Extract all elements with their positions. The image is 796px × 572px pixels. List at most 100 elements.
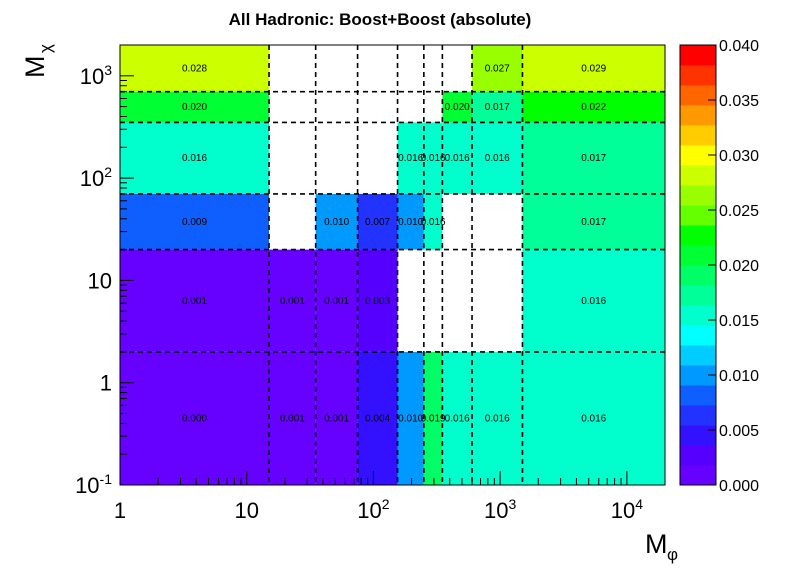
cell-value-label: 0.000: [182, 413, 207, 424]
x-tick-label: 1: [114, 498, 126, 523]
heatmap-cell: [522, 45, 665, 92]
colorbar-tick-label: 0.035: [719, 93, 759, 110]
heatmap-cell: [315, 249, 358, 352]
colorbar-swatch: [680, 65, 716, 86]
heatmap-cell: [120, 91, 270, 123]
heatmap-cell: [269, 249, 316, 352]
cell-value-label: 0.016: [445, 413, 470, 424]
colorbar-tick-label: 0.015: [719, 313, 759, 330]
colorbar-swatch: [680, 45, 716, 66]
cell-value-label: 0.007: [365, 217, 390, 228]
y-tick-label-base: 10: [80, 166, 104, 191]
x-tick-label-base: 10: [357, 498, 381, 523]
chart-title: All Hadronic: Boost+Boost (absolute): [229, 10, 532, 29]
heatmap-cell: [522, 249, 665, 352]
heatmap-cell: [472, 91, 523, 123]
x-axis-title-main: M: [645, 529, 668, 559]
y-axis-title-sub: χ: [36, 44, 55, 53]
x-tick-label-exponent: 2: [382, 496, 390, 512]
colorbar-tick-label: 0.010: [719, 368, 759, 385]
cell-value-label: 0.010: [398, 413, 423, 424]
colorbar-swatch: [680, 145, 716, 166]
x-tick-label-base: 10: [484, 498, 508, 523]
cell-value-label: 0.016: [485, 413, 510, 424]
cell-value-label: 0.027: [485, 63, 510, 74]
x-tick-label-base: 10: [611, 498, 635, 523]
cell-value-label: 0.016: [485, 153, 510, 164]
bin-grid: [120, 45, 665, 485]
y-tick-label: 102: [80, 164, 112, 191]
heatmap-cell: [442, 91, 473, 123]
colorbar-swatch: [680, 385, 716, 406]
cell-value-label: 0.001: [280, 413, 305, 424]
colorbar-swatch: [680, 205, 716, 226]
cell-value-label: 0.016: [445, 153, 470, 164]
colorbar-swatch: [680, 105, 716, 126]
heatmap-cell: [397, 122, 424, 194]
heatmap-cell: [357, 193, 398, 250]
y-tick-label-base: 10: [75, 473, 99, 498]
y-tick-label-exponent: 3: [104, 62, 112, 78]
x-axis-title: M φ: [645, 529, 678, 564]
cell-value-label: 0.017: [485, 102, 510, 113]
heatmap-cell: [522, 351, 665, 485]
heatmap-cell: [472, 122, 523, 194]
colorbar-tick-label: 0.040: [719, 38, 759, 55]
heatmap-cell: [120, 193, 270, 250]
x-tick-label-exponent: 3: [508, 496, 516, 512]
cell-value-label: 0.020: [445, 102, 470, 113]
y-tick-label: 1: [100, 371, 112, 396]
colorbar-swatch: [680, 465, 716, 486]
x-tick-label: 103: [484, 496, 516, 523]
colorbar-swatch: [680, 165, 716, 186]
heatmap-cell: [397, 351, 424, 485]
colorbar-tick-label: 0.030: [719, 148, 759, 165]
x-axis: 1 10 102 103 104: [114, 496, 643, 523]
cell-value-label: 0.017: [581, 153, 606, 164]
cell-value-label: 0.004: [365, 413, 390, 424]
cell-value-label: 0.016: [581, 296, 606, 307]
cell-value-label: 0.001: [182, 296, 207, 307]
y-axis-title: M χ: [20, 44, 55, 78]
cell-value-labels: 0.028 0.027 0.029 0.020 0.020 0.017 0.022 0.016…: [182, 63, 607, 424]
cell-value-label: 0.017: [581, 217, 606, 228]
heatmap-cell: [120, 45, 270, 92]
colorbar-swatch: [680, 425, 716, 446]
cell-value-label: 0.009: [182, 217, 207, 228]
heatmap-cell: [269, 351, 316, 485]
colorbar-swatch: [680, 405, 716, 426]
heatmap-cell: [357, 249, 398, 352]
colorbar-swatch: [680, 325, 716, 346]
heatmap-cell: [423, 122, 443, 194]
y-tick-label-base: 1: [100, 371, 112, 396]
colorbar-swatch: [680, 225, 716, 246]
colorbar-swatch: [680, 125, 716, 146]
heatmap-cell: [442, 351, 473, 485]
colorbar-swatch: [680, 305, 716, 326]
heatmap-cell: [522, 193, 665, 250]
colorbar-tick-label: 0.025: [719, 203, 759, 220]
y-tick-label: 103: [80, 62, 112, 89]
x-tick-label-base: 10: [234, 498, 258, 523]
axis-ticks: [119, 44, 666, 486]
cell-value-label: 0.016: [182, 153, 207, 164]
colorbar-tick-label: 0.020: [719, 258, 759, 275]
cell-value-label: 0.020: [182, 102, 207, 113]
cell-value-label: 0.003: [365, 296, 390, 307]
heatmap-cell: [315, 193, 358, 250]
colorbar-swatch: [680, 265, 716, 286]
cell-value-label: 0.010: [324, 217, 349, 228]
heatmap-cell: [522, 91, 665, 123]
colorbar-swatch: [680, 185, 716, 206]
cell-value-label: 0.001: [280, 296, 305, 307]
y-axis-title-main: M: [20, 56, 50, 79]
x-tick-label: 102: [357, 496, 389, 523]
colorbar: 0.000 0.005 0.010 0.015 0.020 0.025 0.030 0.035…: [679, 38, 759, 495]
colorbar-swatch: [680, 245, 716, 266]
x-tick-label-exponent: 4: [635, 496, 643, 512]
plot-border: [119, 44, 666, 486]
cell-value-label: 0.001: [324, 296, 349, 307]
heatmap-cell: [423, 193, 443, 250]
